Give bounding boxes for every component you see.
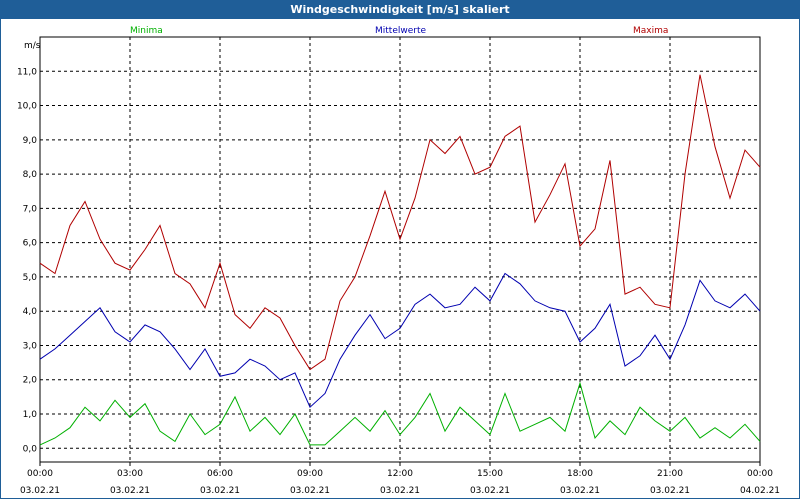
x-tick-date: 03.02.21 (470, 486, 510, 496)
x-tick-time: 21:00 (657, 469, 683, 479)
y-tick-label: 4,0 (23, 307, 38, 317)
x-tick-time: 06:00 (207, 469, 233, 479)
legend-maxima: Maxima (633, 26, 668, 36)
y-tick-label: 3,0 (23, 341, 38, 351)
y-tick-label: 8,0 (23, 170, 38, 180)
x-tick-date: 03.02.21 (380, 486, 420, 496)
axes: 0,0 1,0 2,0 3,0 4,0 5,0 6,0 7,0 8,0 9,0 10,0 11,0 00… (17, 67, 780, 496)
x-tick-time: 15:00 (477, 469, 503, 479)
legend: Minima Mittelwerte Maxima (130, 26, 668, 36)
x-tick-date: 03.02.21 (110, 486, 150, 496)
legend-mittelwerte: Mittelwerte (375, 26, 426, 36)
y-tick-label: 1,0 (23, 410, 38, 420)
y-tick-label: 11,0 (17, 67, 37, 77)
y-tick-label: 9,0 (23, 136, 38, 146)
y-tick-label: 7,0 (23, 204, 38, 214)
x-tick-date: 03.02.21 (560, 486, 600, 496)
y-tick-label: 0,0 (23, 444, 38, 454)
y-tick-label: 2,0 (23, 376, 38, 386)
x-tick-time: 00:00 (747, 469, 773, 479)
legend-minima: Minima (130, 26, 163, 36)
series-line-mittelwerte (39, 272, 761, 409)
grid-lines (40, 37, 760, 462)
x-tick-time: 00:00 (27, 469, 53, 479)
y-axis-label: m/s (24, 41, 41, 51)
series-line-maxima (39, 74, 761, 371)
x-tick-date: 03.02.21 (290, 486, 330, 496)
x-tick-date: 04.02.21 (740, 486, 780, 496)
y-tick-label: 6,0 (23, 239, 38, 249)
x-tick-time: 12:00 (387, 469, 413, 479)
y-tick-label: 5,0 (23, 273, 38, 283)
series-line-minima (39, 381, 761, 446)
chart-title: Windgeschwindigkeit [m/s] skaliert (0, 0, 800, 19)
x-tick-time: 03:00 (117, 469, 143, 479)
y-tick-label: 10,0 (17, 102, 37, 112)
x-tick-date: 03.02.21 (200, 486, 240, 496)
x-tick-date: 03.02.21 (20, 486, 60, 496)
x-tick-time: 09:00 (297, 469, 323, 479)
series-lines (39, 74, 761, 446)
x-tick-time: 18:00 (567, 469, 593, 479)
x-tick-date: 03.02.21 (650, 486, 690, 496)
